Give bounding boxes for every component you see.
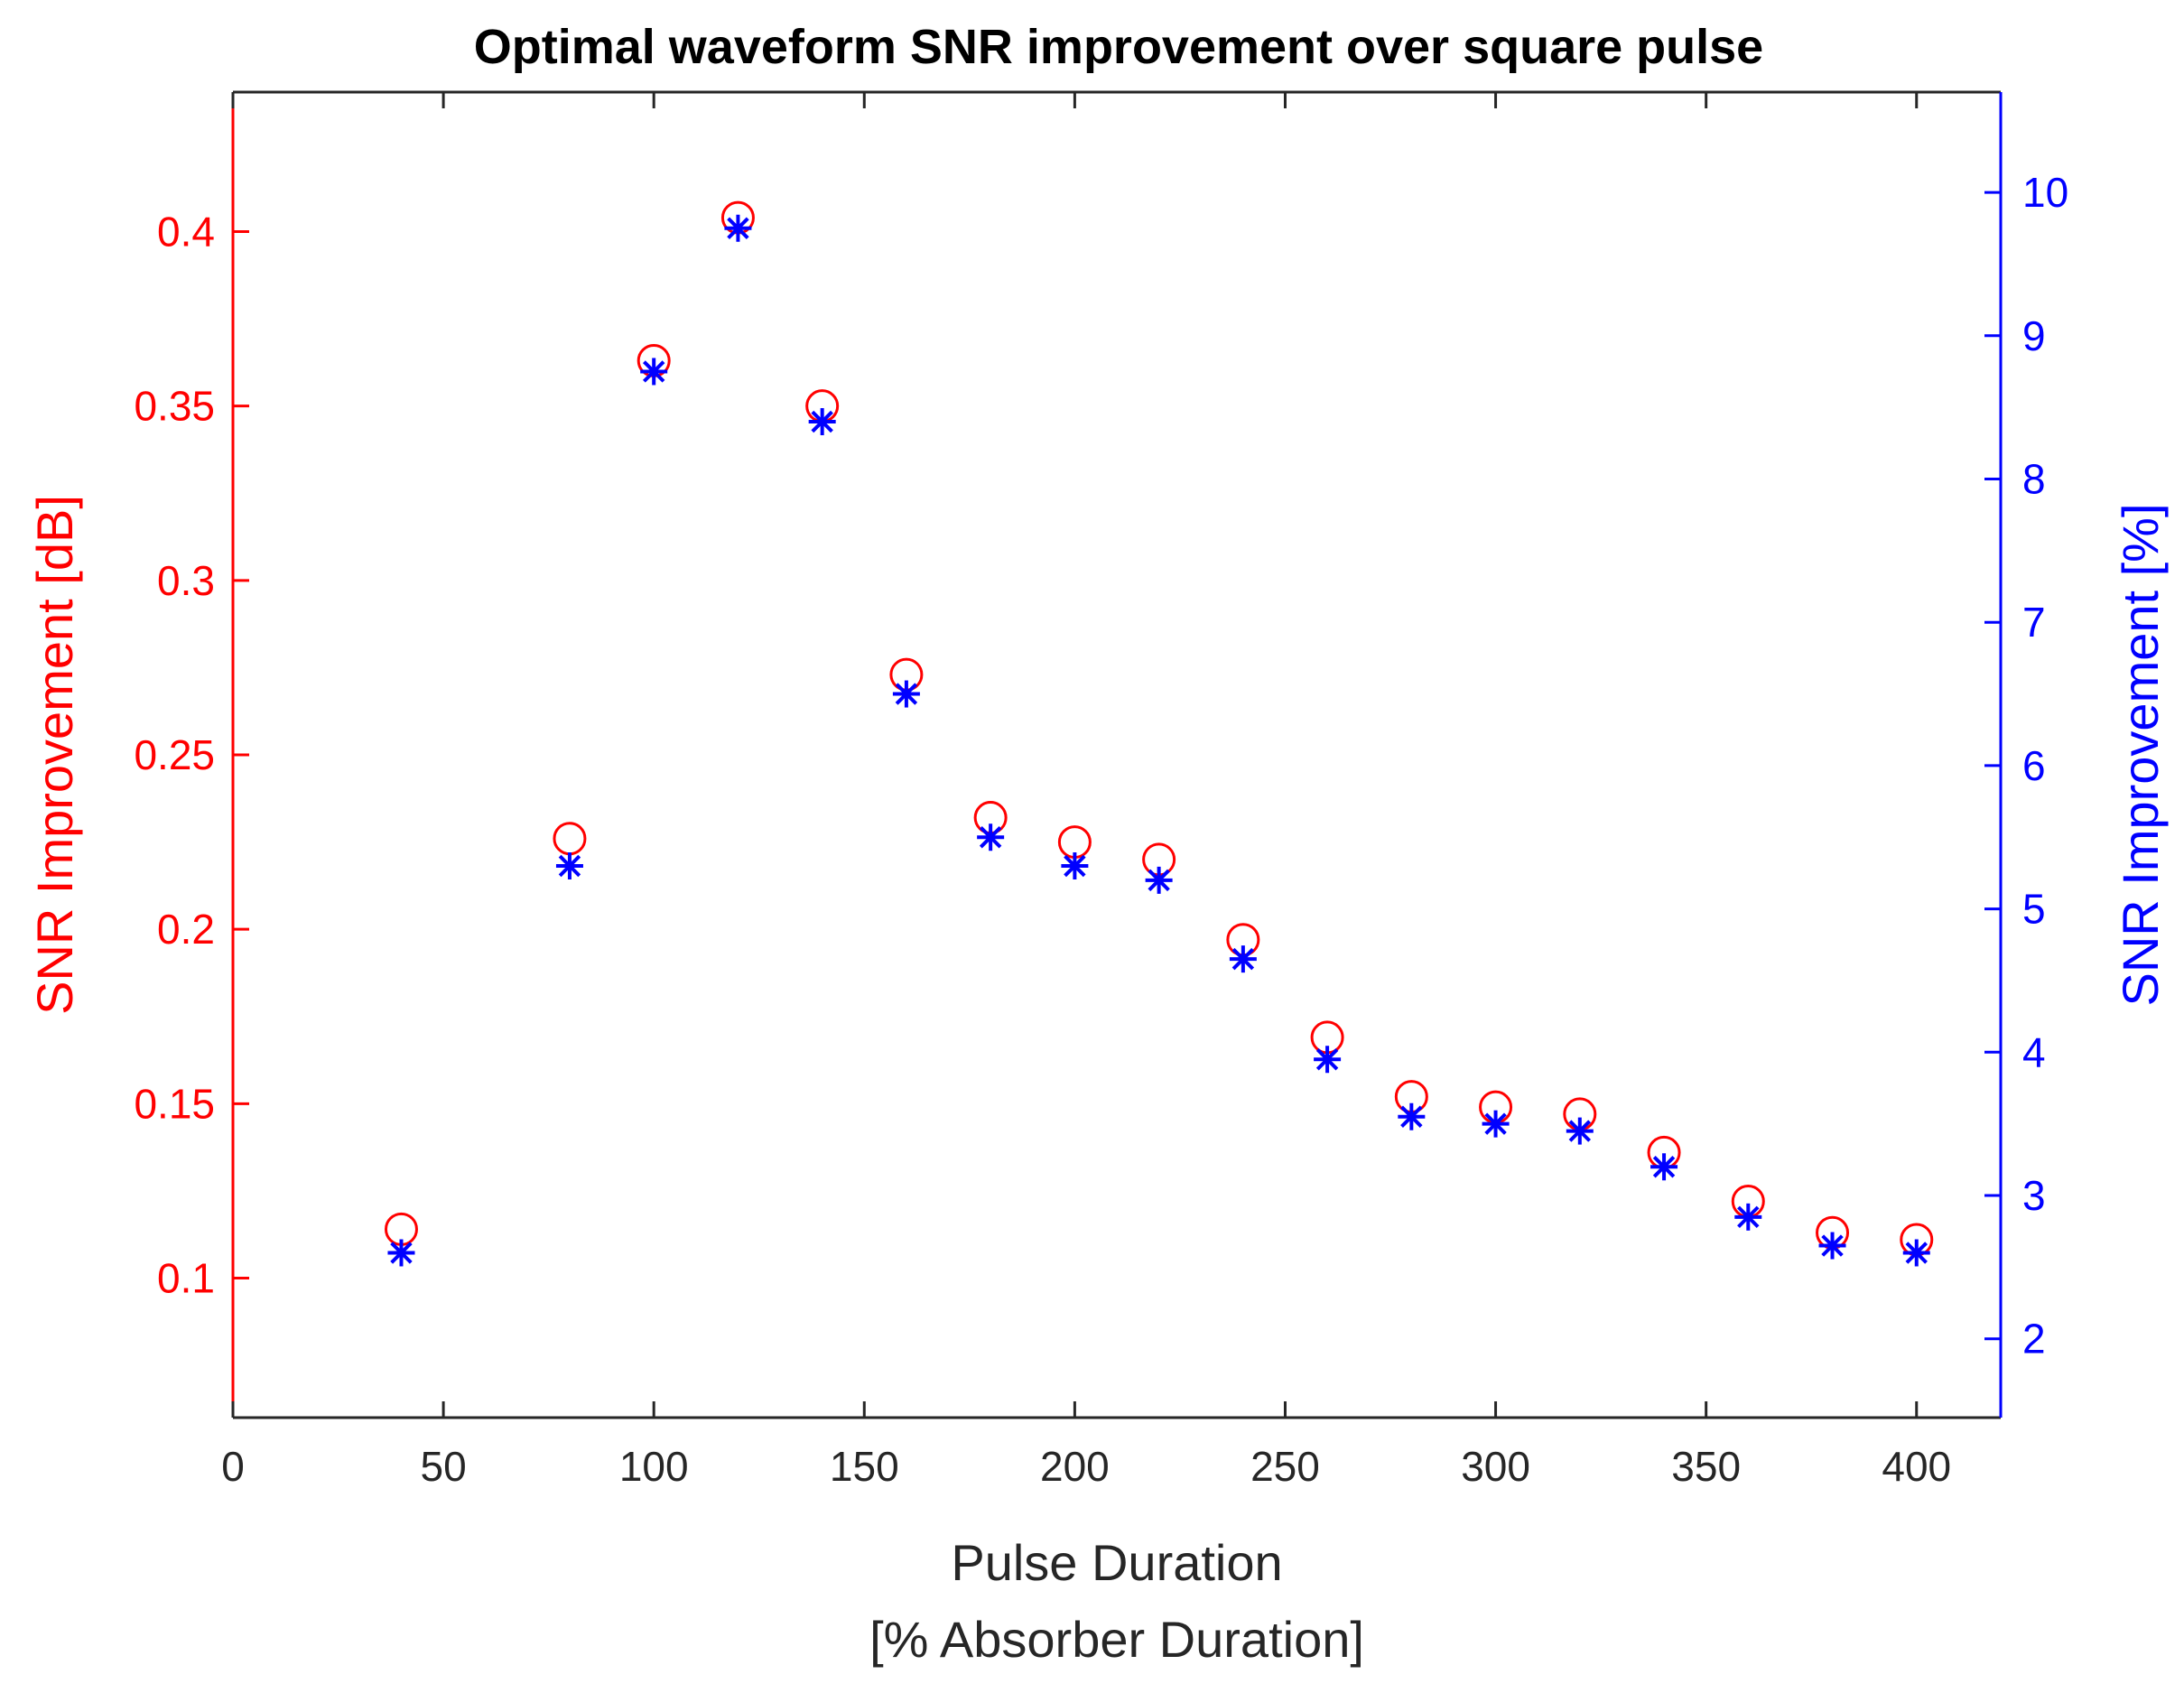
- right-y-axis-label: SNR Improvement [%]: [2112, 503, 2169, 1006]
- left-y-tick-label: 0.35: [134, 383, 215, 430]
- right-y-tick-label: 9: [2022, 312, 2046, 359]
- right-y-tick-label: 7: [2022, 599, 2046, 646]
- point-snr-percent: [1145, 866, 1173, 894]
- left-y-tick-label: 0.4: [157, 209, 215, 256]
- x-axis-label-units: [% Absorber Duration]: [869, 1611, 1364, 1668]
- point-snr-percent: [1398, 1102, 1426, 1130]
- point-snr-percent: [1314, 1046, 1342, 1074]
- right-y-tick-label: 2: [2022, 1316, 2046, 1363]
- point-snr-percent: [977, 823, 1005, 851]
- x-tick-label: 150: [830, 1443, 899, 1490]
- point-snr-percent: [892, 680, 920, 708]
- point-snr-percent: [724, 214, 752, 242]
- point-snr-percent: [1482, 1110, 1510, 1138]
- point-snr-percent: [1229, 945, 1257, 973]
- right-y-tick-label: 6: [2022, 742, 2046, 789]
- left-y-tick-label: 0.3: [157, 557, 215, 604]
- x-tick-label: 300: [1461, 1443, 1530, 1490]
- point-snr-percent: [1818, 1232, 1846, 1260]
- left-y-tick-label: 0.1: [157, 1254, 215, 1301]
- right-y-ticks: 2 3 4 5 6 7 8 9 10: [1984, 169, 2068, 1363]
- x-tick-label: 250: [1250, 1443, 1320, 1490]
- point-snr-percent: [1650, 1153, 1678, 1181]
- point-snr-percent: [1061, 851, 1089, 879]
- point-snr-percent: [1734, 1203, 1762, 1231]
- left-y-axis-label: SNR Improvement [dB]: [26, 495, 83, 1015]
- left-y-tick-label: 0.2: [157, 906, 215, 953]
- right-y-tick-label: 8: [2022, 455, 2046, 502]
- right-y-tick-label: 10: [2022, 169, 2068, 216]
- point-snr-percent: [1902, 1239, 1930, 1267]
- x-tick-label: 350: [1671, 1443, 1741, 1490]
- x-tick-label: 400: [1882, 1443, 1951, 1490]
- x-tick-label: 200: [1040, 1443, 1110, 1490]
- right-y-tick-label: 5: [2022, 886, 2046, 933]
- point-snr-percent: [640, 358, 668, 386]
- x-ticks: 0 50 100 150 200 250 300 350 400: [221, 92, 1951, 1490]
- left-y-ticks: 0.1 0.15 0.2 0.25 0.3 0.35 0.4: [134, 209, 249, 1301]
- chart-title: Optimal waveform SNR improvement over sq…: [474, 20, 1763, 74]
- x-axis-label: Pulse Duration: [951, 1534, 1282, 1591]
- point-snr-percent: [387, 1239, 415, 1267]
- point-snr-percent: [555, 851, 583, 879]
- point-snr-percent: [808, 408, 836, 436]
- right-y-tick-label: 3: [2022, 1172, 2046, 1219]
- left-y-tick-label: 0.25: [134, 731, 215, 778]
- x-tick-label: 50: [421, 1443, 467, 1490]
- point-snr-percent: [1566, 1117, 1594, 1145]
- left-y-tick-label: 0.15: [134, 1080, 215, 1127]
- right-y-tick-label: 4: [2022, 1028, 2046, 1075]
- x-tick-label: 100: [619, 1443, 689, 1490]
- series-snr-percent: [387, 214, 1930, 1267]
- x-tick-label: 0: [221, 1443, 245, 1490]
